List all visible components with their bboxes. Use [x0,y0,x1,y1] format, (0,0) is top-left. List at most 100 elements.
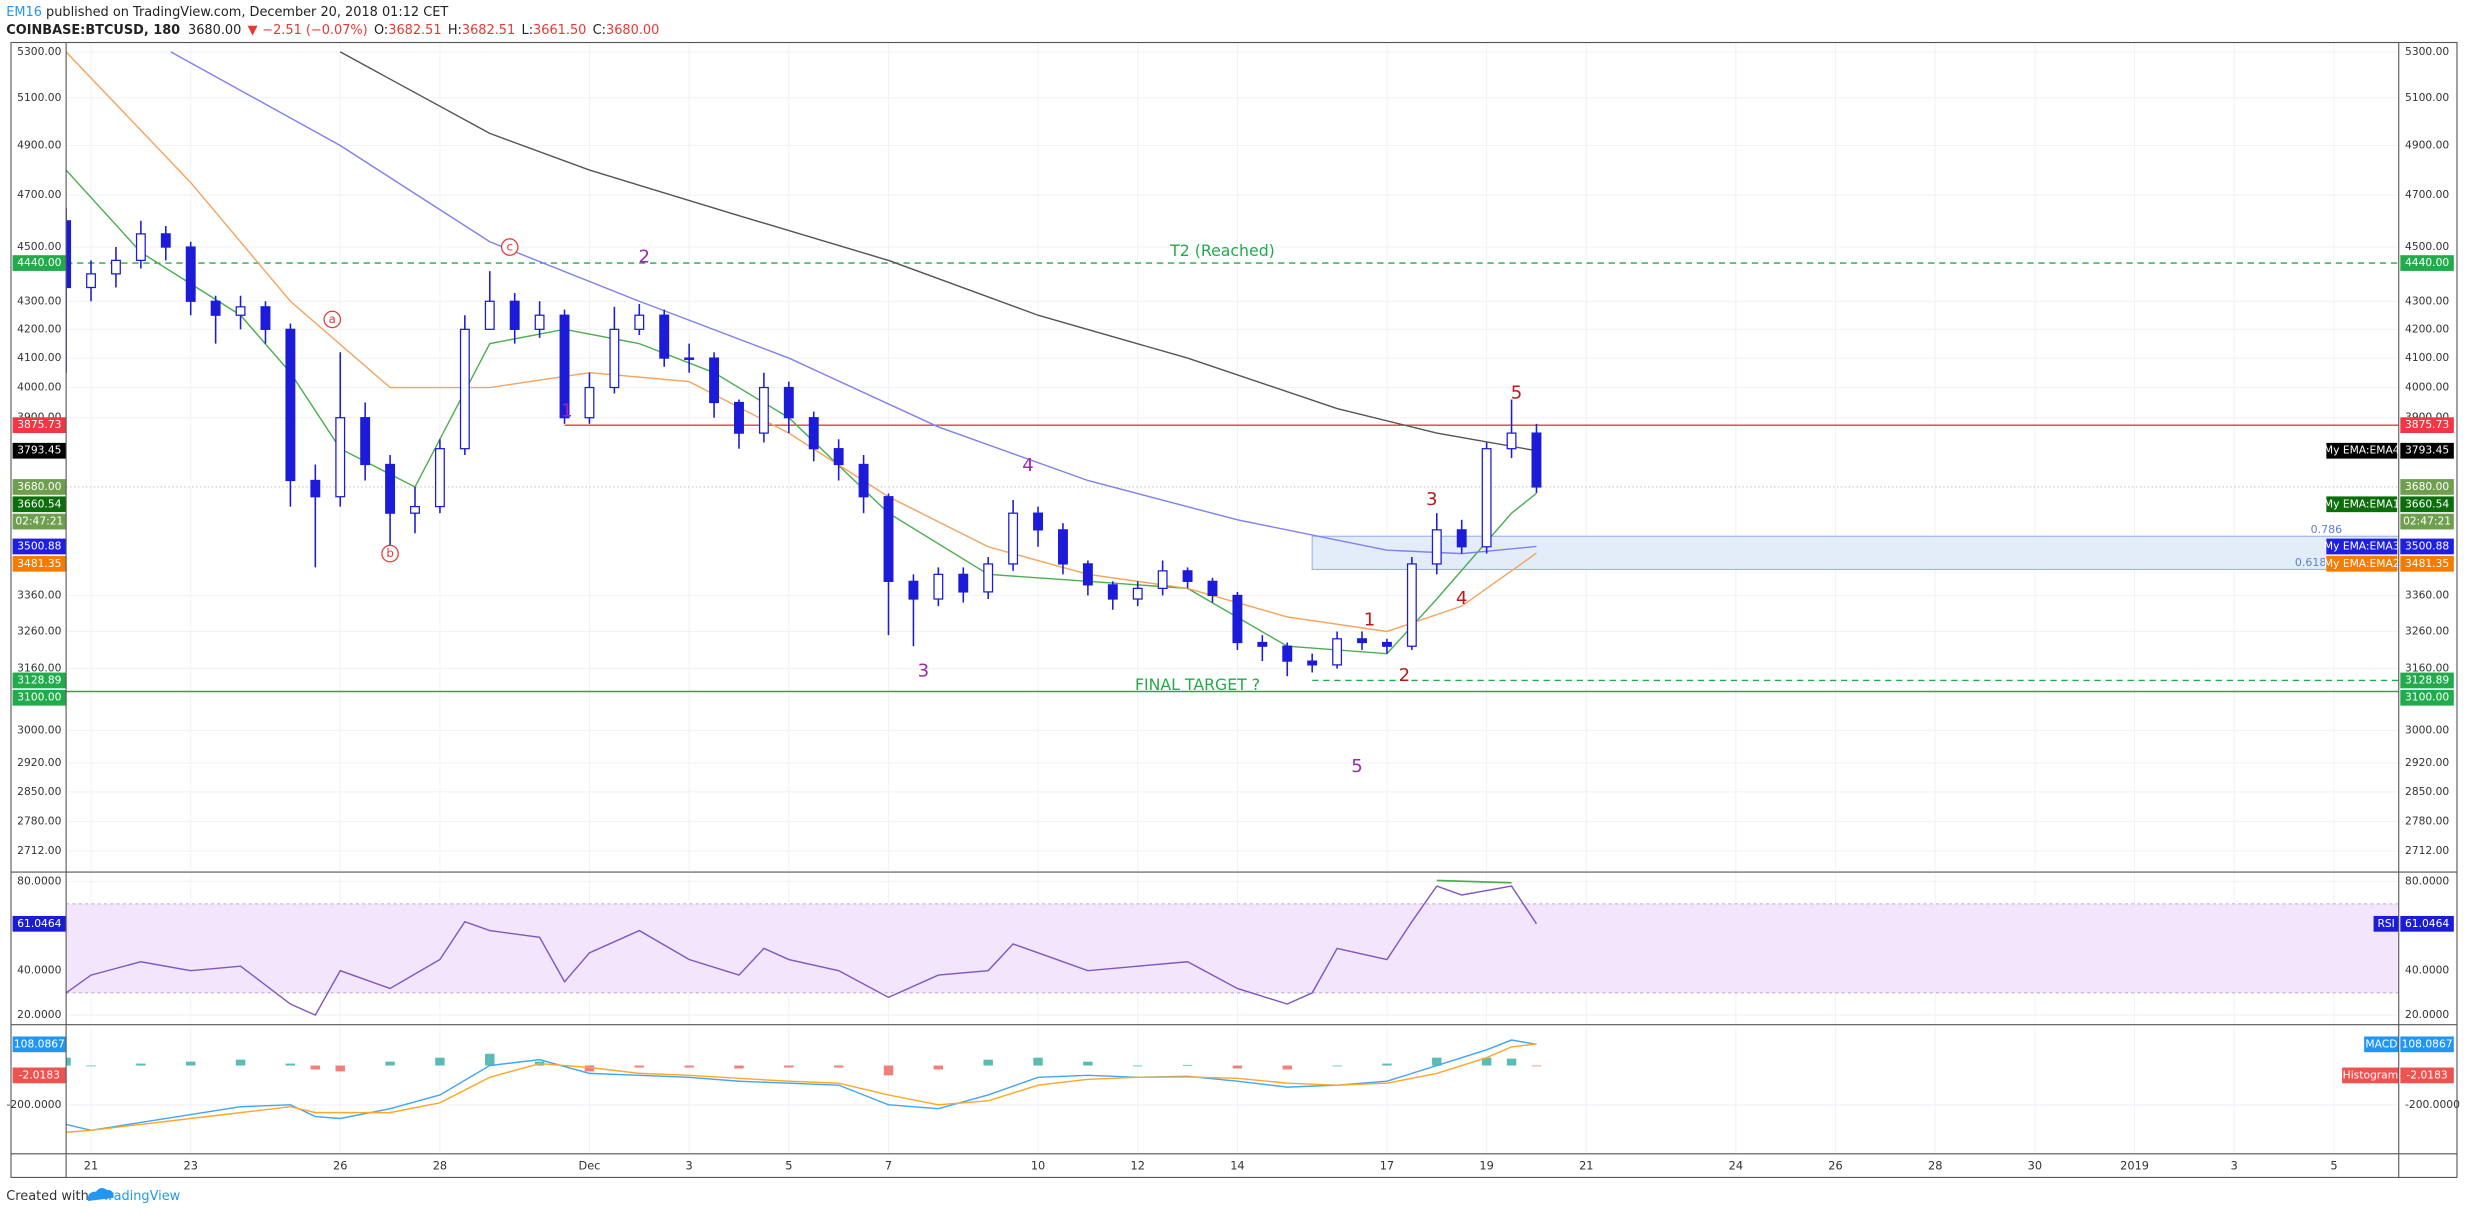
x-tick-label: 19 [1479,1158,1493,1172]
x-tick-label: 17 [1380,1158,1394,1172]
histogram-bar [1083,1061,1093,1066]
histogram-bar [1506,1058,1517,1066]
histogram-value-label-box [12,1067,67,1084]
histogram-bar [485,1053,495,1066]
candle-body [808,417,819,450]
level-label: 3100.00 [17,691,61,704]
candle-body [833,448,844,466]
candle-body [1008,512,1019,565]
candle-body [659,314,670,359]
annotation: 5 [1351,756,1363,777]
candle-body [908,580,919,600]
histogram-bar [734,1065,744,1069]
histogram-name-label-box [2342,1067,2399,1084]
candle-body [584,386,595,419]
y-tick-label: 4100.00 [2405,351,2449,364]
brand-logo [87,1187,114,1202]
frame [10,41,2458,1178]
x-tick-label: 5 [785,1158,792,1172]
histogram-bar [883,1065,894,1076]
symbol-line: COINBASE:BTCUSD, 180 3680.00 ▼ −2.51 (−0.07… [6,22,659,37]
candle-body [1307,660,1318,666]
last: 3680.00 [188,22,241,37]
x-tick-label: 24 [1729,1158,1743,1172]
histogram-value-label: -2.0183 [2406,1068,2447,1081]
level-label-box [2400,689,2454,706]
candle-body [1282,645,1293,662]
series-value-label-box [12,538,67,555]
histogram-bar [684,1065,694,1068]
rsi-name-label: RSI [2377,917,2394,930]
y-tick-label: 3360.00 [2405,588,2449,601]
rsi-value-label: 61.0464 [17,917,61,930]
candle-body [758,386,769,434]
series-value-label-box [12,496,67,513]
annotation: FINAL TARGET ? [1135,675,1260,694]
level-label: 4440.00 [2405,256,2449,269]
chart-layer: 21 23 26 28 Dec 3 5 7 10 12 14 17 19 21 24 26 28 30 2019 3 5… [7,42,2460,1172]
y-tick-label: -200.0000 [2405,1098,2460,1111]
candle-body [1157,570,1168,590]
macd-name-label: MACD [2365,1037,2397,1050]
wave-label: b [386,546,393,560]
ema-line [170,51,1537,555]
y-tick-label: 40.0000 [17,964,61,977]
annotation: 3 [1426,489,1438,510]
series-name-label: My EMA:EMA2 [2324,557,2400,570]
series-value-label-box [2400,442,2454,459]
level-label-box [12,689,67,706]
fib-label: 0.618 [2295,556,2326,569]
candle-body [933,573,944,600]
histogram-value-label: -2.0183 [19,1068,60,1081]
candle-body [1207,580,1218,597]
frame-border [10,41,2458,1178]
rsi-value-label: 61.0464 [2405,917,2449,930]
histogram-bar [983,1059,993,1066]
candle-body [958,573,969,593]
candle-body [509,300,520,330]
series-value-label-box [2400,555,2454,572]
macd-line [66,1043,1537,1133]
y-tick-label: 4700.00 [2405,188,2449,201]
y-tick-label: 4300.00 [17,294,61,307]
last-price-label: 3680.00 [2405,480,2449,493]
candle-body [734,401,744,434]
ohlc-key: H: [448,22,462,37]
published: published on TradingView.com, December 2… [42,4,448,19]
series-value-label-box [2400,496,2454,513]
x-tick-label: 7 [885,1158,892,1172]
countdown-label: 02:47:21 [15,515,63,528]
wave-circle [500,238,519,256]
y-tick-label: 2712.00 [17,844,61,857]
y-tick-label: 4900.00 [17,138,61,151]
level-label: 3875.73 [2405,418,2449,431]
candle-body [235,306,246,316]
candle-body [1381,641,1392,647]
x-tick-label: 12 [1131,1158,1145,1172]
histogram-bar [1282,1065,1292,1070]
wave-circle [323,310,342,329]
macd-value-label-box [12,1036,67,1053]
last-price-label-box [2400,479,2454,495]
level-label-box [12,417,67,434]
y-tick-label: 40.0000 [2405,964,2449,977]
macd-value-label-box [2400,1036,2454,1053]
last-price-label: 3680.00 [17,480,61,493]
series-value-label: 3481.35 [17,557,61,570]
level-label: 3128.89 [2405,673,2449,686]
series-name-label: My EMA:EMA3 [2324,539,2400,552]
level-label-box [2400,672,2454,689]
candle-body [1456,529,1467,548]
candle-body [1232,594,1243,644]
footer-brand: TradingView [101,1189,180,1204]
histogram-bar [66,1057,71,1066]
histogram-bar [1531,1065,1542,1067]
candle-body [410,505,420,514]
y-tick-label: 4300.00 [2405,294,2449,307]
candle-body [1058,529,1068,565]
candle-body [1182,570,1193,582]
annotation: 5 [1511,382,1523,403]
annotation: 2 [1399,665,1411,686]
x-tick-label: 30 [2028,1158,2042,1172]
